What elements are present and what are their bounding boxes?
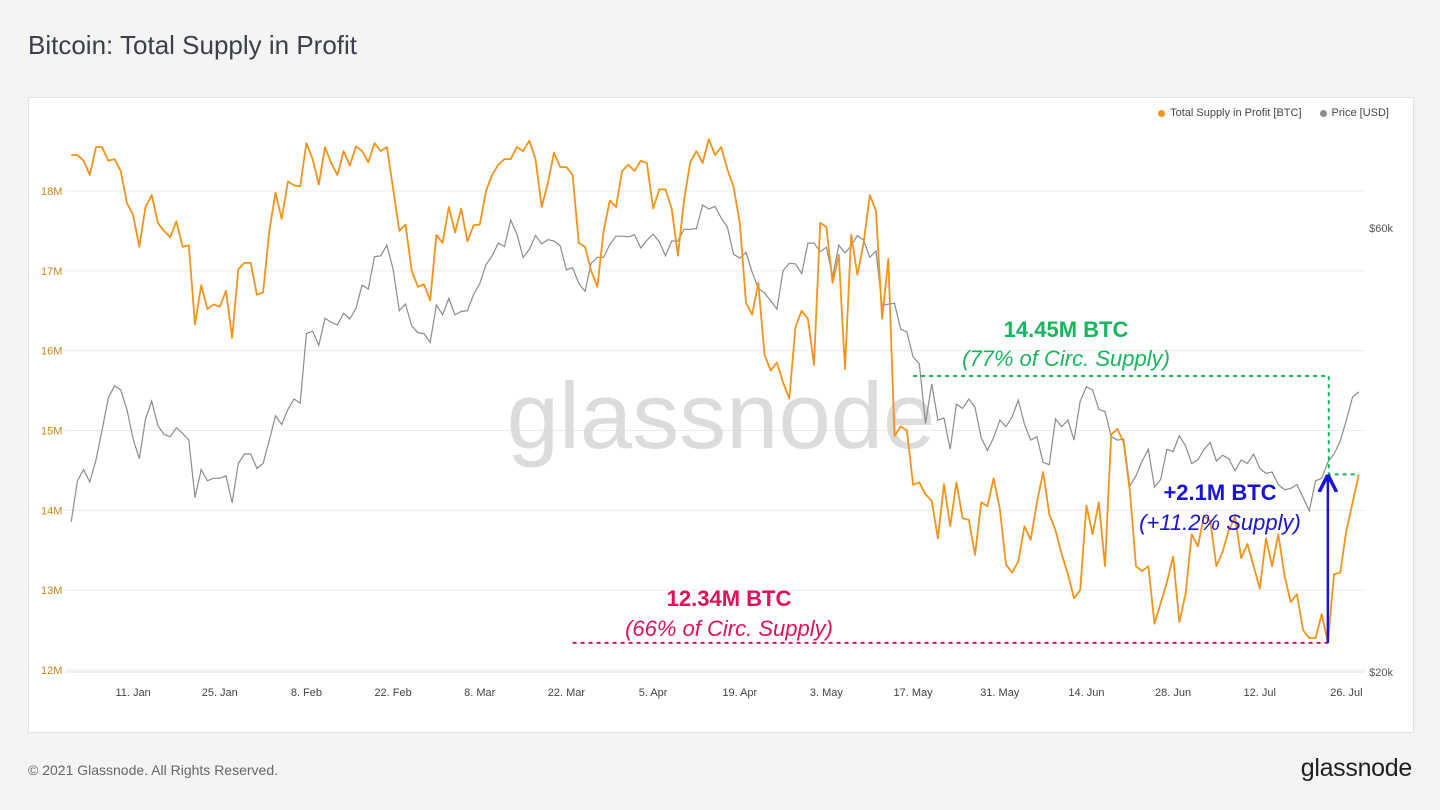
high-guide-line (913, 375, 1359, 476)
x-tick-label: 19. Apr (722, 687, 757, 699)
low-sublabel: (66% of Circ. Supply) (625, 616, 833, 641)
x-tick-label: 8. Mar (464, 687, 496, 699)
legend-item-supply[interactable]: Total Supply in Profit [BTC] (1158, 107, 1302, 119)
legend-label-price: Price [USD] (1331, 107, 1389, 119)
legend-dot-supply (1158, 109, 1166, 117)
y-right-tick-label: $20k (1369, 667, 1393, 679)
x-tick-label: 26. Jul (1330, 687, 1362, 699)
x-tick-label: 22. Mar (548, 687, 586, 699)
y-tick-label: 14M (41, 505, 62, 517)
watermark: glassnode (507, 363, 936, 468)
chart: glassnode 12M 13M 14M 15M 16M 17M 18M $20k $60k… (41, 138, 1393, 699)
annotation-high: 14.45M BTC (77% of Circ. Supply) (913, 317, 1359, 476)
price-series-line (70, 204, 1360, 522)
x-tick-label: 17. May (894, 687, 934, 699)
page-title: Bitcoin: Total Supply in Profit (28, 30, 358, 60)
high-sublabel: (77% of Circ. Supply) (962, 346, 1170, 371)
x-tick-label: 28. Jun (1155, 687, 1191, 699)
supply-series-line (71, 138, 1360, 644)
chart-card: glassnode 12M 13M 14M 15M 16M 17M 18M $20k $60k… (28, 97, 1414, 733)
glassnode-logo[interactable]: glassnode (1300, 754, 1413, 782)
annotation-low: 12.34M BTC (66% of Circ. Supply) (572, 586, 1328, 644)
annotation-change: +2.1M BTC (+11.2% Supply) (1139, 476, 1328, 643)
x-tick-label: 12. Jul (1244, 687, 1276, 699)
y-axis-left: 12M 13M 14M 15M 16M 17M 18M (41, 186, 62, 677)
y-tick-label: 17M (41, 266, 62, 278)
change-label: +2.1M BTC (1163, 480, 1276, 505)
x-axis: 11. Jan 25. Jan 8. Feb 22. Feb 8. Mar 22. Mar… (65, 671, 1365, 699)
y-tick-label: 12M (41, 665, 62, 677)
legend: Total Supply in Profit [BTC] Price [USD] (1158, 107, 1389, 119)
high-label: 14.45M BTC (1004, 317, 1129, 342)
gridlines (65, 190, 1365, 671)
y-tick-label: 18M (41, 186, 62, 198)
change-sublabel: (+11.2% Supply) (1139, 510, 1301, 535)
x-tick-label: 14. Jun (1068, 687, 1104, 699)
y-right-tick-label: $60k (1369, 223, 1393, 235)
x-tick-label: 8. Feb (291, 687, 322, 699)
y-tick-label: 16M (41, 346, 62, 358)
x-tick-label: 11. Jan (115, 687, 150, 699)
y-tick-label: 15M (41, 426, 62, 438)
legend-dot-price (1319, 109, 1327, 117)
x-tick-label: 22. Feb (374, 687, 411, 699)
x-tick-label: 31. May (980, 687, 1020, 699)
legend-item-price[interactable]: Price [USD] (1319, 107, 1389, 119)
y-tick-label: 13M (41, 585, 62, 597)
x-tick-label: 3. May (810, 687, 844, 699)
copyright-text: © 2021 Glassnode. All Rights Reserved. (28, 762, 279, 778)
x-tick-label: 5. Apr (639, 687, 668, 699)
y-axis-right: $20k $60k (1369, 223, 1393, 679)
x-tick-label: 25. Jan (202, 687, 238, 699)
low-label: 12.34M BTC (667, 586, 792, 611)
legend-label-supply: Total Supply in Profit [BTC] (1170, 107, 1302, 119)
